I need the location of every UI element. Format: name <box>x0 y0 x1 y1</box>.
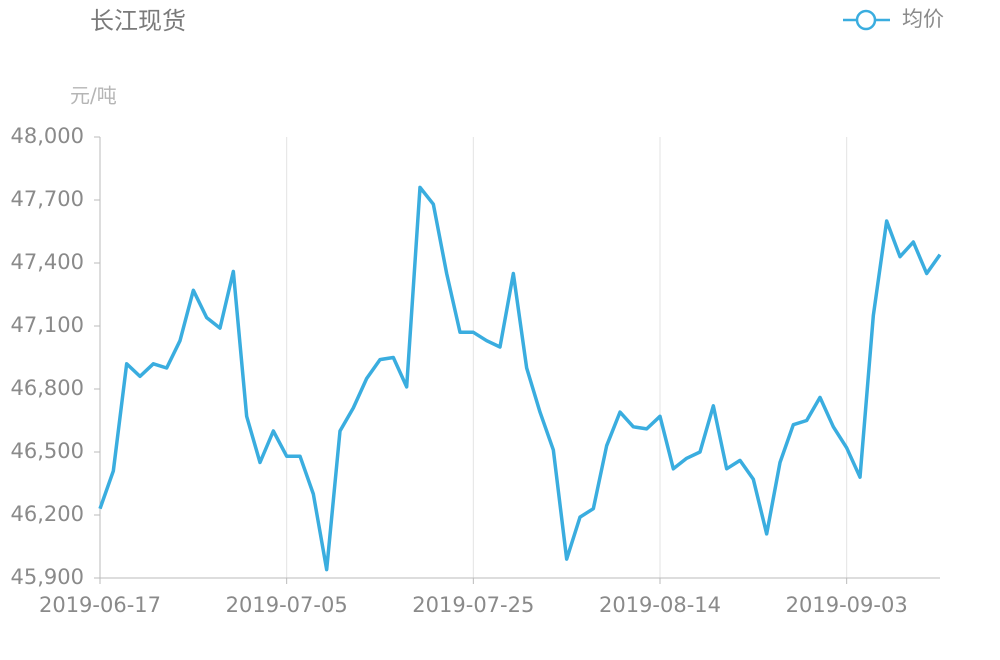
y-tick-label: 46,500 <box>11 439 84 463</box>
legend-label: 均价 <box>902 7 944 31</box>
y-tick-label: 47,100 <box>11 313 84 337</box>
y-tick-label: 47,400 <box>11 250 84 274</box>
y-tick-label: 46,800 <box>11 376 84 400</box>
chart-title: 长江现货 <box>90 7 186 35</box>
x-tick-label: 2019-06-17 <box>39 593 161 617</box>
data-line <box>98 185 942 572</box>
x-tick-label: 2019-08-14 <box>599 593 721 617</box>
y-tick-label: 45,900 <box>11 565 84 589</box>
x-tick-label: 2019-07-25 <box>412 593 534 617</box>
y-tick-label: 47,700 <box>11 187 84 211</box>
x-tick-label: 2019-07-05 <box>226 593 348 617</box>
y-axis-unit: 元/吨 <box>70 84 117 108</box>
y-tick-label: 46,200 <box>11 502 84 526</box>
y-tick-label: 48,000 <box>11 124 84 148</box>
x-tick-label: 2019-09-03 <box>786 593 908 617</box>
legend-marker <box>855 9 877 31</box>
